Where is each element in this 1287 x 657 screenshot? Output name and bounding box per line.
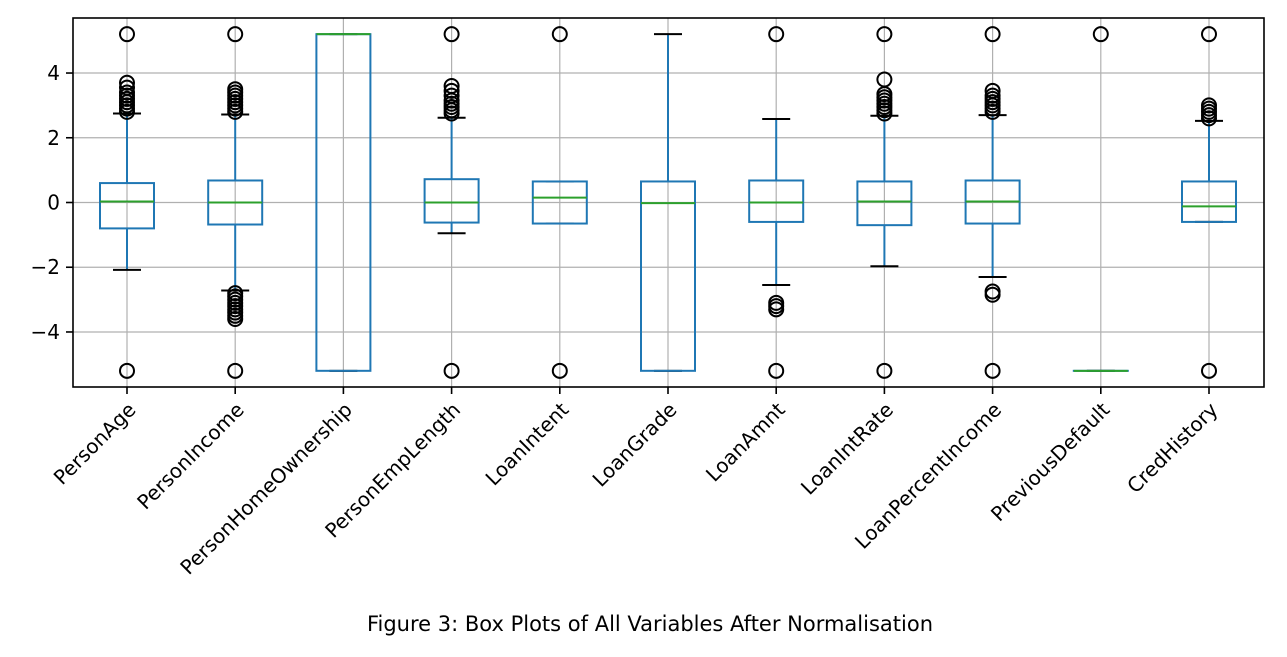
- box-group: [640, 33, 696, 372]
- outlier-point: [443, 77, 460, 94]
- box: [640, 180, 696, 372]
- box: [531, 180, 588, 225]
- box: [99, 182, 155, 230]
- outlier-point: [227, 81, 244, 98]
- outlier-point: [227, 311, 244, 328]
- y-tick-label: 4: [47, 61, 60, 85]
- outlier-point: [876, 362, 893, 379]
- outlier-point: [227, 362, 244, 379]
- outlier-point: [551, 26, 568, 43]
- x-tick-label: LoanIntent: [481, 397, 574, 490]
- x-tick-label: PersonAge: [49, 398, 141, 490]
- box: [748, 179, 805, 223]
- outlier-point: [119, 74, 135, 91]
- outlier-point: [876, 71, 893, 88]
- box-group: [423, 26, 480, 379]
- outlier-point: [119, 26, 135, 43]
- box-group: [1072, 26, 1129, 372]
- box-group: [964, 26, 1021, 379]
- axes: −4 −2 0 2 4 PersonAgePersonIncomePersonHomeOw…: [31, 17, 1265, 580]
- outlier-point: [768, 26, 785, 43]
- outlier-point: [984, 87, 1001, 104]
- x-tick-label: PersonHomeOwnership: [175, 398, 357, 580]
- y-tick-label: 0: [47, 191, 60, 215]
- outlier-point: [1092, 26, 1109, 43]
- outlier-point: [768, 301, 785, 318]
- outlier-point: [768, 362, 785, 379]
- box-plots: [99, 26, 1237, 379]
- y-tick-label: −2: [31, 255, 60, 279]
- outlier-point: [443, 87, 460, 104]
- x-tick-label: CredHistory: [1122, 397, 1222, 497]
- y-tick-label: 2: [47, 126, 60, 150]
- outlier-point: [443, 26, 460, 43]
- outlier-point: [984, 362, 1001, 379]
- box-group: [1181, 26, 1237, 379]
- outlier-point: [551, 362, 568, 379]
- box-group: [748, 26, 805, 379]
- outlier-point: [984, 26, 1001, 43]
- outlier-point: [227, 26, 244, 43]
- outlier-point: [119, 79, 135, 96]
- box: [1181, 180, 1237, 223]
- box: [423, 178, 480, 224]
- y-tick-label: −4: [31, 320, 60, 344]
- x-tick-label: PreviousDefault: [986, 397, 1115, 526]
- outlier-point: [119, 362, 135, 379]
- outlier-point: [119, 84, 135, 101]
- box-group: [99, 26, 155, 379]
- box-group: [207, 26, 264, 379]
- outlier-point: [1201, 97, 1217, 114]
- outlier-point: [984, 286, 1001, 303]
- outlier-point: [443, 362, 460, 379]
- x-tick-label: LoanAmnt: [701, 397, 790, 486]
- box: [856, 180, 913, 227]
- x-tick-label: LoanIntRate: [796, 398, 898, 500]
- outlier-point: [876, 26, 893, 43]
- x-tick-label: PersonIncome: [132, 398, 249, 515]
- box-group: [856, 26, 913, 379]
- outlier-point: [984, 82, 1001, 99]
- outlier-point: [1201, 362, 1217, 379]
- outlier-point: [1201, 26, 1217, 43]
- x-tick-label: LoanGrade: [588, 398, 682, 492]
- box-group: [315, 33, 372, 372]
- outlier-point: [443, 82, 460, 99]
- figure-caption: Figure 3: Box Plots of All Variables Aft…: [366, 612, 934, 636]
- box-group: [531, 26, 588, 379]
